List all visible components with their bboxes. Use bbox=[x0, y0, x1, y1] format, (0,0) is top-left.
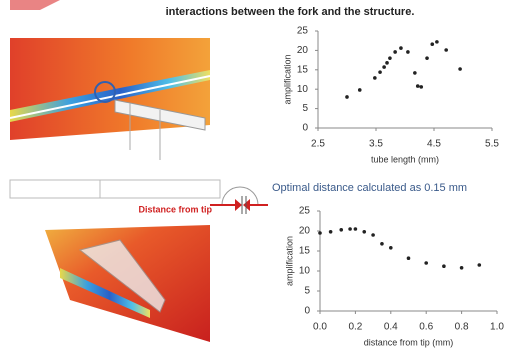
data-point bbox=[339, 228, 343, 232]
data-point bbox=[416, 84, 420, 88]
data-point bbox=[373, 76, 377, 80]
fork-image-bottom bbox=[45, 225, 210, 342]
y-tick-label: 25 bbox=[299, 206, 311, 217]
x-axis-label: distance from tip (mm) bbox=[364, 337, 454, 347]
data-point bbox=[382, 65, 386, 69]
chart-title: Optimal distance calculated as 0.15 mm bbox=[272, 182, 467, 194]
y-tick-label: 20 bbox=[297, 45, 309, 56]
fork-image-top bbox=[10, 0, 210, 160]
data-point bbox=[393, 50, 397, 54]
x-tick-label: 0.2 bbox=[348, 322, 362, 333]
annotation-label: Distance from tip bbox=[138, 204, 212, 214]
data-point bbox=[425, 56, 429, 60]
x-tick-label: 5.5 bbox=[485, 139, 499, 150]
data-point bbox=[478, 263, 482, 267]
x-tick-label: 0.4 bbox=[384, 322, 398, 333]
y-tick-label: 10 bbox=[297, 84, 309, 95]
y-tick-label: 10 bbox=[299, 266, 311, 277]
data-point bbox=[389, 246, 393, 250]
y-axis-label: amplification bbox=[282, 54, 292, 104]
x-tick-label: 0.6 bbox=[419, 322, 433, 333]
data-point bbox=[460, 266, 464, 270]
data-point bbox=[458, 67, 462, 71]
data-point bbox=[378, 70, 382, 74]
data-point bbox=[399, 46, 403, 50]
data-point bbox=[348, 227, 352, 231]
y-tick-label: 0 bbox=[302, 123, 308, 134]
data-point bbox=[371, 233, 375, 237]
x-tick-label: 3.5 bbox=[369, 139, 383, 150]
data-point bbox=[413, 71, 417, 75]
x-tick-label: 2.5 bbox=[311, 139, 325, 150]
y-axis-label: amplification bbox=[284, 236, 294, 286]
y-tick-label: 0 bbox=[304, 306, 310, 317]
data-point bbox=[419, 85, 423, 89]
y-tick-label: 15 bbox=[299, 246, 311, 257]
y-tick-label: 25 bbox=[297, 26, 309, 37]
data-point bbox=[444, 48, 448, 52]
data-point bbox=[358, 88, 362, 92]
data-point bbox=[435, 40, 439, 44]
data-point bbox=[406, 50, 410, 54]
header-text: interactions between the fork and the st… bbox=[166, 6, 415, 18]
x-tick-label: 4.5 bbox=[427, 139, 441, 150]
data-point bbox=[385, 61, 389, 65]
data-point bbox=[380, 242, 384, 246]
x-tick-label: 1.0 bbox=[490, 322, 504, 333]
data-point bbox=[442, 264, 446, 268]
y-tick-label: 5 bbox=[302, 103, 308, 114]
data-point bbox=[430, 42, 434, 46]
page: Distance from tip interactions between t… bbox=[0, 0, 506, 355]
y-tick-label: 20 bbox=[299, 226, 311, 237]
data-point bbox=[345, 95, 349, 99]
data-point bbox=[388, 56, 392, 60]
y-tick-label: 15 bbox=[297, 64, 309, 75]
data-point bbox=[354, 227, 358, 231]
data-point bbox=[329, 230, 333, 234]
y-tick-label: 5 bbox=[304, 286, 310, 297]
data-point bbox=[424, 261, 428, 265]
x-axis-label: tube length (mm) bbox=[371, 154, 439, 164]
x-tick-label: 0.8 bbox=[455, 322, 469, 333]
x-tick-label: 0.0 bbox=[313, 322, 327, 333]
data-point bbox=[318, 231, 322, 235]
slide: Distance from tip interactions between t… bbox=[0, 0, 506, 355]
data-point bbox=[407, 256, 411, 260]
data-point bbox=[362, 230, 366, 234]
